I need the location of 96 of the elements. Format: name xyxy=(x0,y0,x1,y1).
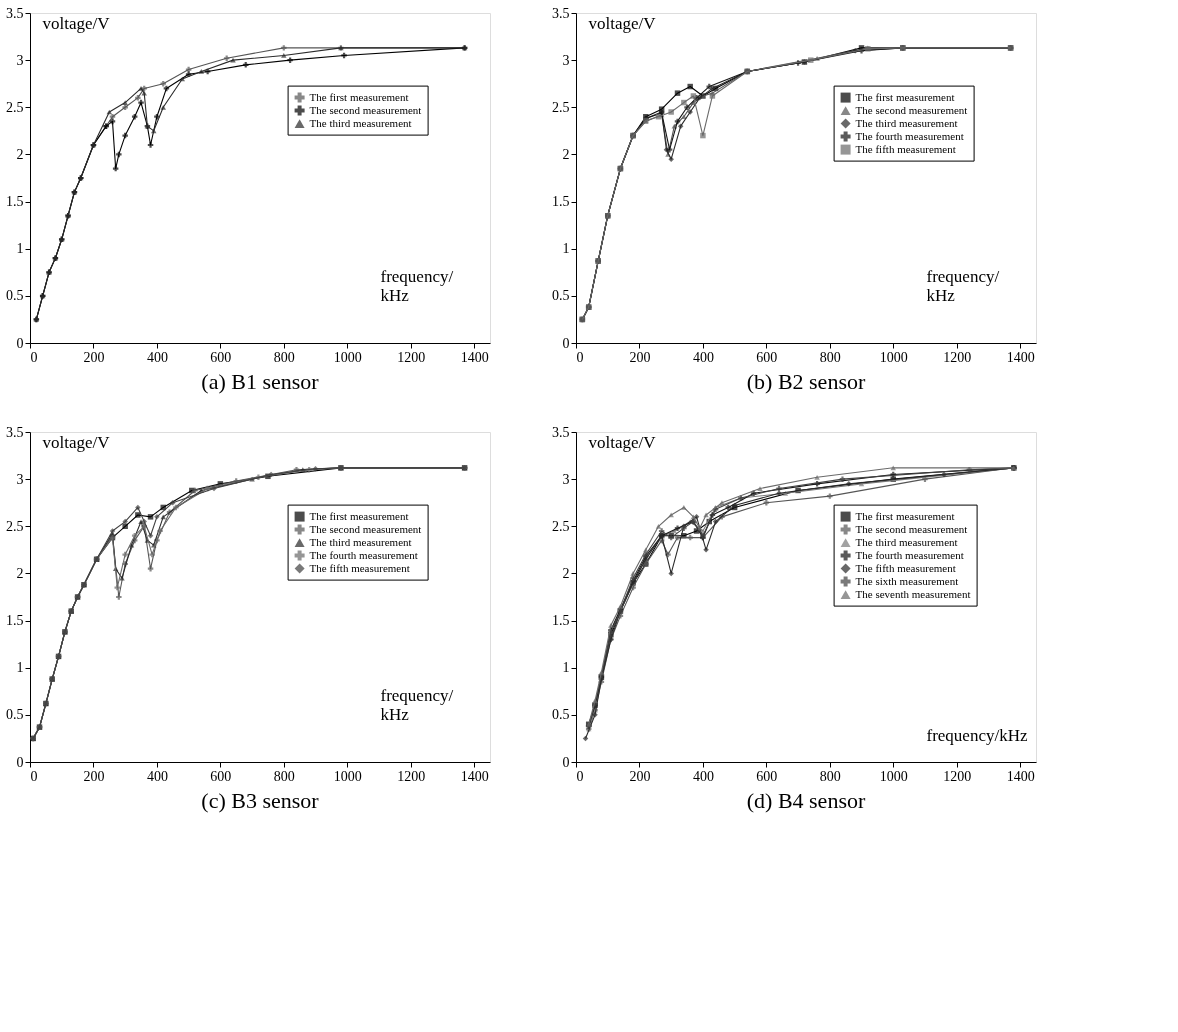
text: (c) B3 sensor xyxy=(201,788,320,813)
x-tick-label: 1200 xyxy=(943,768,972,784)
x-tick-label: 1400 xyxy=(1006,349,1035,365)
legend-label: The fourth measurement xyxy=(309,548,418,561)
x-tick-label: 0 xyxy=(576,768,584,784)
y-tick-label: 1 xyxy=(562,660,570,676)
y-tick-label: 1 xyxy=(16,241,24,257)
x-tick-label: 400 xyxy=(692,349,714,365)
y-tick-label: 1 xyxy=(16,660,24,676)
x-tick-label: 400 xyxy=(692,768,714,784)
y-tick-label: 2 xyxy=(16,565,24,581)
legend-label: The sixth measurement xyxy=(855,574,959,587)
x-tick-label: 0 xyxy=(576,349,584,365)
y-tick-label: 1.5 xyxy=(6,613,24,629)
x-tick-label: 200 xyxy=(629,349,651,365)
x-tick-label: 200 xyxy=(629,768,651,784)
x-tick-label: 800 xyxy=(819,349,841,365)
x-tick-label: 1400 xyxy=(460,768,489,784)
y-axis-title: voltage/V xyxy=(42,432,111,452)
y-tick-label: 3.5 xyxy=(552,424,570,440)
x-axis-title: frequency/ kHz xyxy=(926,266,1000,305)
y-tick-label: 2 xyxy=(16,146,24,162)
y-tick-label: 0.5 xyxy=(552,707,570,723)
legend-label: The second measurement xyxy=(855,103,968,116)
y-tick-label: 3 xyxy=(16,471,24,487)
y-tick-label: 3.5 xyxy=(552,5,570,21)
x-tick-label: 200 xyxy=(83,349,105,365)
x-tick-label: 0 xyxy=(30,349,38,365)
legend-label: The fifth measurement xyxy=(855,561,956,574)
legend-label: The third measurement xyxy=(309,116,412,129)
text: (a) B1 sensor xyxy=(201,369,320,394)
y-tick-label: 2.5 xyxy=(6,518,24,534)
y-axis-title: voltage/V xyxy=(588,13,657,33)
y-tick-label: 1.5 xyxy=(552,194,570,210)
y-tick-label: 3.5 xyxy=(6,5,24,21)
y-axis-title: voltage/V xyxy=(588,432,657,452)
x-tick-label: 1000 xyxy=(333,349,362,365)
legend-label: The fourth measurement xyxy=(855,548,964,561)
legend-label: The first measurement xyxy=(309,509,409,522)
x-tick-label: 1400 xyxy=(460,349,489,365)
y-tick-label: 2.5 xyxy=(552,99,570,115)
legend-label: The fifth measurement xyxy=(855,142,956,155)
legend-label: The second measurement xyxy=(855,522,968,535)
legend-label: The third measurement xyxy=(855,116,958,129)
x-axis-title: frequency/ kHz xyxy=(380,685,454,724)
x-tick-label: 600 xyxy=(756,349,778,365)
x-tick-label: 0 xyxy=(30,768,38,784)
y-tick-label: 2 xyxy=(562,146,570,162)
y-tick-label: 0.5 xyxy=(552,288,570,304)
y-tick-label: 2.5 xyxy=(6,99,24,115)
x-tick-label: 800 xyxy=(273,349,295,365)
x-axis-title: frequency/ kHz xyxy=(380,266,454,305)
x-axis-title: frequency/kHz xyxy=(926,725,1028,745)
y-tick-label: 0 xyxy=(562,754,570,770)
y-axis-title: voltage/V xyxy=(42,13,111,33)
text: (d) B4 sensor xyxy=(746,788,866,813)
y-tick-label: 0.5 xyxy=(6,288,24,304)
text: (b) B2 sensor xyxy=(746,369,866,394)
x-tick-label: 800 xyxy=(273,768,295,784)
legend-label: The first measurement xyxy=(855,509,955,522)
x-tick-label: 1000 xyxy=(333,768,362,784)
y-tick-label: 0 xyxy=(16,754,24,770)
y-tick-label: 3 xyxy=(16,52,24,68)
y-tick-label: 0.5 xyxy=(6,707,24,723)
y-tick-label: 1.5 xyxy=(552,613,570,629)
y-tick-label: 1.5 xyxy=(6,194,24,210)
y-tick-label: 2 xyxy=(562,565,570,581)
y-tick-label: 1 xyxy=(562,241,570,257)
legend-label: The third measurement xyxy=(855,535,958,548)
y-tick-label: 0 xyxy=(562,335,570,351)
x-tick-label: 200 xyxy=(83,768,105,784)
x-tick-label: 1400 xyxy=(1006,768,1035,784)
legend-label: The fifth measurement xyxy=(309,561,410,574)
x-tick-label: 600 xyxy=(756,768,778,784)
legend-label: The second measurement xyxy=(309,522,422,535)
x-tick-label: 1200 xyxy=(943,349,972,365)
x-tick-label: 400 xyxy=(146,349,168,365)
y-tick-label: 0 xyxy=(16,335,24,351)
x-tick-label: 1200 xyxy=(397,349,426,365)
legend-label: The second measurement xyxy=(309,103,422,116)
x-tick-label: 1200 xyxy=(397,768,426,784)
legend-label: The seventh measurement xyxy=(855,587,971,600)
y-tick-label: 3 xyxy=(562,471,570,487)
legend-label: The fourth measurement xyxy=(855,129,964,142)
y-tick-label: 3 xyxy=(562,52,570,68)
legend-label: The first measurement xyxy=(309,90,409,103)
y-tick-label: 2.5 xyxy=(552,518,570,534)
legend-label: The first measurement xyxy=(855,90,955,103)
x-tick-label: 800 xyxy=(819,768,841,784)
y-tick-label: 3.5 xyxy=(6,424,24,440)
x-tick-label: 400 xyxy=(146,768,168,784)
x-tick-label: 600 xyxy=(210,349,232,365)
x-tick-label: 1000 xyxy=(879,349,908,365)
legend-label: The third measurement xyxy=(309,535,412,548)
x-tick-label: 600 xyxy=(210,768,232,784)
x-tick-label: 1000 xyxy=(879,768,908,784)
